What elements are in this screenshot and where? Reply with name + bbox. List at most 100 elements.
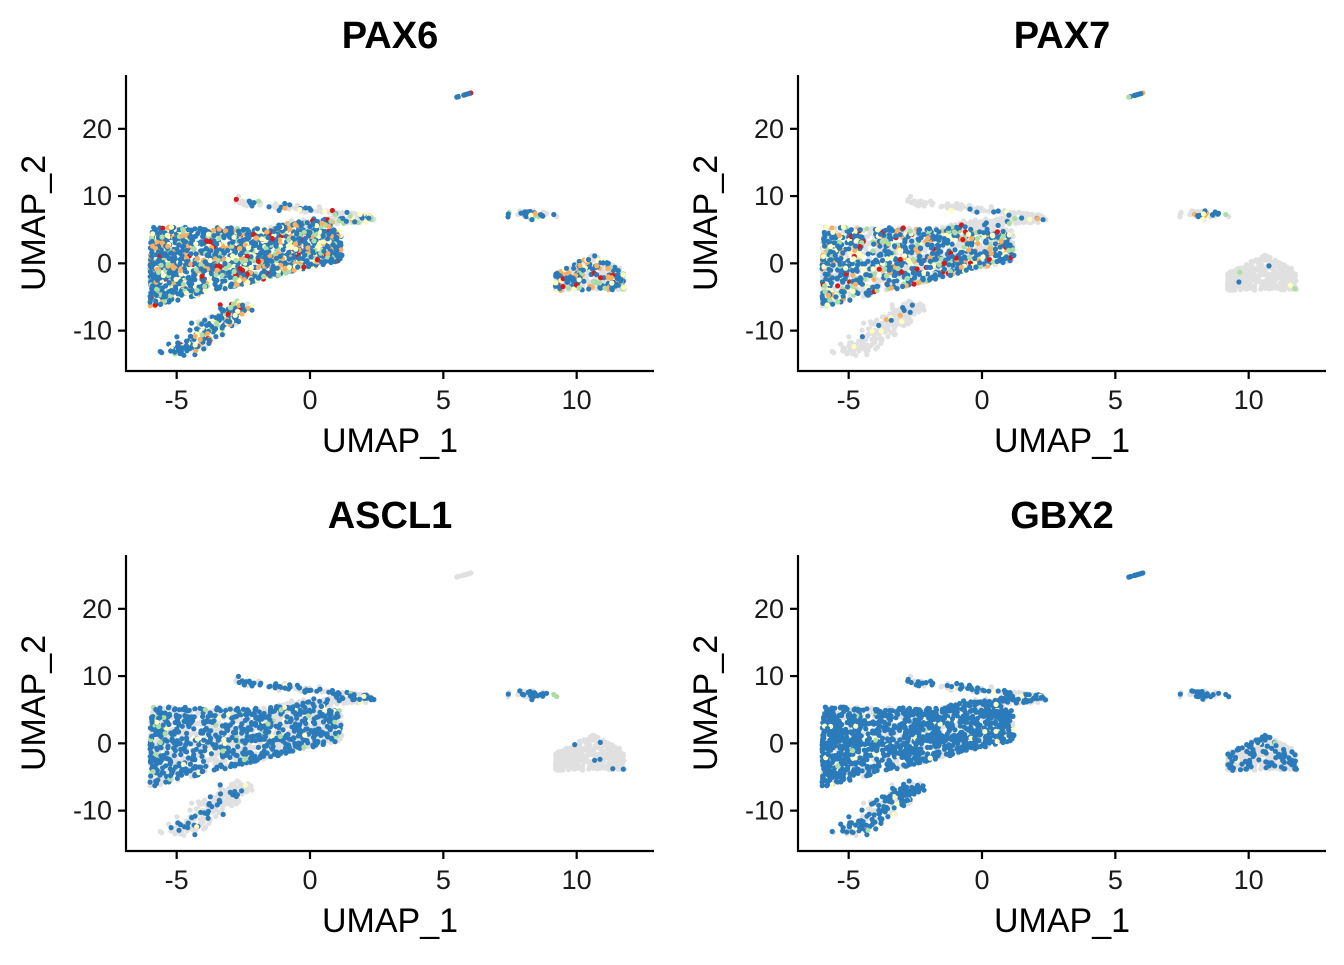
point — [540, 214, 545, 219]
point — [1252, 283, 1257, 288]
point — [237, 239, 242, 244]
point — [919, 261, 924, 266]
point — [996, 223, 1001, 228]
point — [277, 208, 282, 213]
point — [883, 228, 888, 233]
point — [826, 293, 831, 298]
point — [820, 296, 825, 301]
point — [198, 337, 203, 342]
point — [937, 235, 942, 240]
point — [266, 204, 271, 209]
point — [333, 212, 338, 217]
point — [334, 248, 339, 253]
point — [1201, 211, 1206, 216]
point — [893, 233, 898, 238]
point — [919, 199, 924, 204]
x-tick-label: -5 — [837, 385, 861, 415]
point — [581, 268, 586, 273]
point — [925, 236, 930, 241]
point — [213, 334, 218, 339]
point — [259, 236, 264, 241]
x-axis-label: UMAP_1 — [994, 422, 1130, 460]
point — [871, 248, 876, 253]
point — [1256, 279, 1261, 284]
point — [934, 257, 939, 262]
point — [967, 207, 972, 212]
point — [950, 242, 955, 247]
point — [900, 284, 905, 289]
point — [965, 241, 970, 246]
point — [913, 271, 918, 276]
point — [905, 276, 910, 281]
point — [966, 247, 971, 252]
point — [255, 226, 260, 231]
x-tick-label: -5 — [165, 385, 189, 415]
point — [214, 241, 219, 246]
point — [928, 259, 933, 264]
point — [171, 266, 176, 271]
point — [176, 341, 181, 346]
point — [830, 349, 835, 354]
point — [946, 226, 951, 231]
point — [825, 302, 830, 307]
point — [158, 349, 163, 354]
point — [863, 246, 868, 251]
x-tick-label: 5 — [436, 385, 451, 415]
point — [1266, 263, 1271, 268]
point — [158, 302, 163, 307]
point — [890, 306, 895, 311]
point — [822, 244, 827, 249]
point — [187, 235, 192, 240]
point — [902, 240, 907, 245]
point — [282, 206, 287, 211]
point — [835, 244, 840, 249]
point — [860, 334, 865, 339]
point — [930, 201, 935, 206]
point — [1263, 286, 1268, 291]
point — [877, 267, 882, 272]
point — [921, 277, 926, 282]
point — [598, 275, 603, 280]
point — [927, 226, 932, 231]
point — [886, 241, 891, 246]
point — [308, 254, 313, 259]
point — [835, 283, 840, 288]
point — [1232, 288, 1237, 293]
point — [181, 282, 186, 287]
point — [983, 238, 988, 243]
point — [827, 278, 832, 283]
point — [1258, 286, 1263, 291]
point — [270, 267, 275, 272]
point — [194, 251, 199, 256]
point — [966, 232, 971, 237]
point — [186, 275, 191, 280]
point — [174, 277, 179, 282]
point — [207, 338, 212, 343]
point — [1000, 260, 1005, 265]
point — [892, 332, 897, 337]
point — [1135, 92, 1140, 97]
point — [192, 261, 197, 266]
point — [982, 222, 987, 227]
point — [199, 266, 204, 271]
point — [854, 239, 859, 244]
point — [859, 253, 864, 258]
points — [147, 570, 627, 838]
point — [211, 228, 216, 233]
point — [1292, 272, 1297, 277]
point — [1237, 270, 1242, 275]
point — [879, 338, 884, 343]
point — [949, 208, 954, 213]
point — [286, 250, 291, 255]
point — [183, 239, 188, 244]
point — [322, 209, 327, 214]
point — [321, 262, 326, 267]
point — [913, 247, 918, 252]
point — [220, 273, 225, 278]
point — [256, 276, 261, 281]
point — [933, 272, 938, 277]
y-tick-label: -10 — [73, 316, 112, 346]
point — [856, 339, 861, 344]
point — [874, 284, 879, 289]
point — [928, 265, 933, 270]
